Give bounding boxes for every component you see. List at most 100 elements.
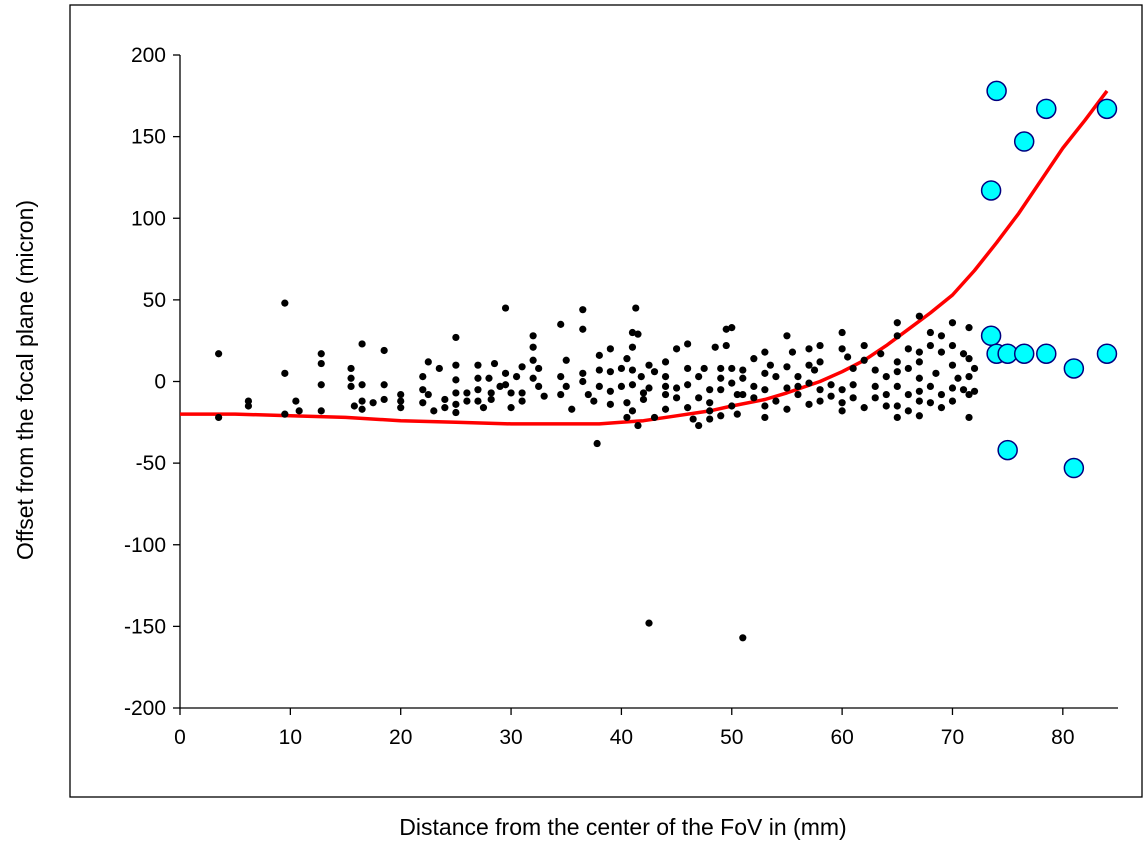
data-point (860, 341, 868, 350)
data-point (463, 397, 471, 405)
data-point (474, 361, 482, 369)
data-point (650, 368, 659, 376)
data-point (739, 366, 747, 374)
data-point (954, 374, 962, 382)
data-point (672, 345, 681, 353)
data-point (717, 374, 725, 382)
data-point (645, 361, 653, 369)
data-point (965, 390, 973, 399)
data-point (540, 392, 548, 400)
data-point (487, 389, 495, 397)
x-tick-label: 20 (389, 726, 412, 749)
data-point (606, 387, 614, 395)
data-point (893, 319, 901, 327)
data-point (347, 364, 355, 373)
data-point (788, 348, 797, 356)
data-point (844, 353, 852, 361)
data-point (380, 381, 388, 389)
data-point (496, 382, 504, 390)
data-point (623, 355, 631, 363)
data-point (904, 390, 912, 399)
data-point (926, 341, 935, 350)
data-point (452, 361, 460, 369)
y-tick-label: 0 (154, 371, 166, 394)
outlier-point (1036, 98, 1057, 120)
data-point (628, 381, 637, 389)
data-point (661, 405, 670, 413)
data-point (722, 341, 730, 350)
data-point (761, 413, 769, 422)
data-point (959, 386, 968, 394)
data-point (463, 389, 471, 397)
data-point (871, 366, 879, 374)
data-point (915, 358, 923, 366)
data-point (507, 404, 515, 412)
data-point (557, 390, 565, 399)
data-point (424, 390, 432, 399)
data-point (893, 332, 901, 340)
data-point (810, 366, 819, 374)
data-point (441, 404, 449, 412)
data-point (684, 404, 692, 412)
data-point (794, 382, 802, 390)
data-point (915, 348, 923, 356)
data-point (937, 404, 946, 412)
data-point (281, 299, 289, 307)
data-point (948, 341, 957, 350)
data-point (948, 361, 957, 369)
data-point (700, 364, 708, 373)
data-point (816, 358, 824, 366)
data-point (717, 386, 725, 394)
data-point (882, 373, 890, 381)
data-point (452, 408, 460, 417)
data-point (816, 397, 824, 405)
cyan-points-layer (980, 80, 1118, 479)
data-point (562, 356, 570, 364)
data-point (970, 364, 979, 373)
data-point (871, 382, 879, 390)
data-point (593, 439, 601, 448)
data-point (948, 397, 957, 405)
data-point (722, 325, 730, 333)
data-point (650, 413, 659, 422)
data-point (761, 386, 769, 394)
data-point (871, 394, 879, 402)
data-point (937, 390, 946, 399)
data-point (849, 364, 857, 373)
data-point (860, 404, 868, 412)
outlier-point (997, 439, 1018, 461)
y-tick-label: 100 (131, 207, 166, 230)
data-point (915, 374, 923, 382)
data-point (965, 413, 973, 422)
data-point (661, 382, 670, 390)
data-point (838, 407, 846, 415)
data-point (568, 405, 576, 413)
outlier-point (1096, 98, 1118, 120)
outlier-point (980, 180, 1002, 201)
data-point (397, 397, 405, 405)
data-point (435, 364, 443, 373)
data-point (805, 400, 813, 408)
data-point (750, 355, 758, 363)
data-point (816, 386, 824, 394)
data-point (915, 412, 923, 420)
data-point (606, 400, 614, 408)
data-point (672, 384, 681, 392)
data-point (661, 358, 670, 366)
data-point (501, 381, 510, 389)
data-point (926, 328, 935, 337)
data-point (645, 384, 653, 392)
data-point (215, 413, 223, 422)
data-point (557, 320, 565, 328)
data-point (728, 364, 736, 373)
data-point (733, 390, 741, 399)
data-point (441, 395, 449, 404)
data-point (637, 373, 645, 381)
data-point (750, 382, 758, 390)
fit-curve-layer (180, 89, 1109, 426)
data-point (623, 413, 631, 422)
data-point (380, 346, 388, 355)
data-point (595, 351, 603, 359)
data-point (965, 324, 973, 332)
